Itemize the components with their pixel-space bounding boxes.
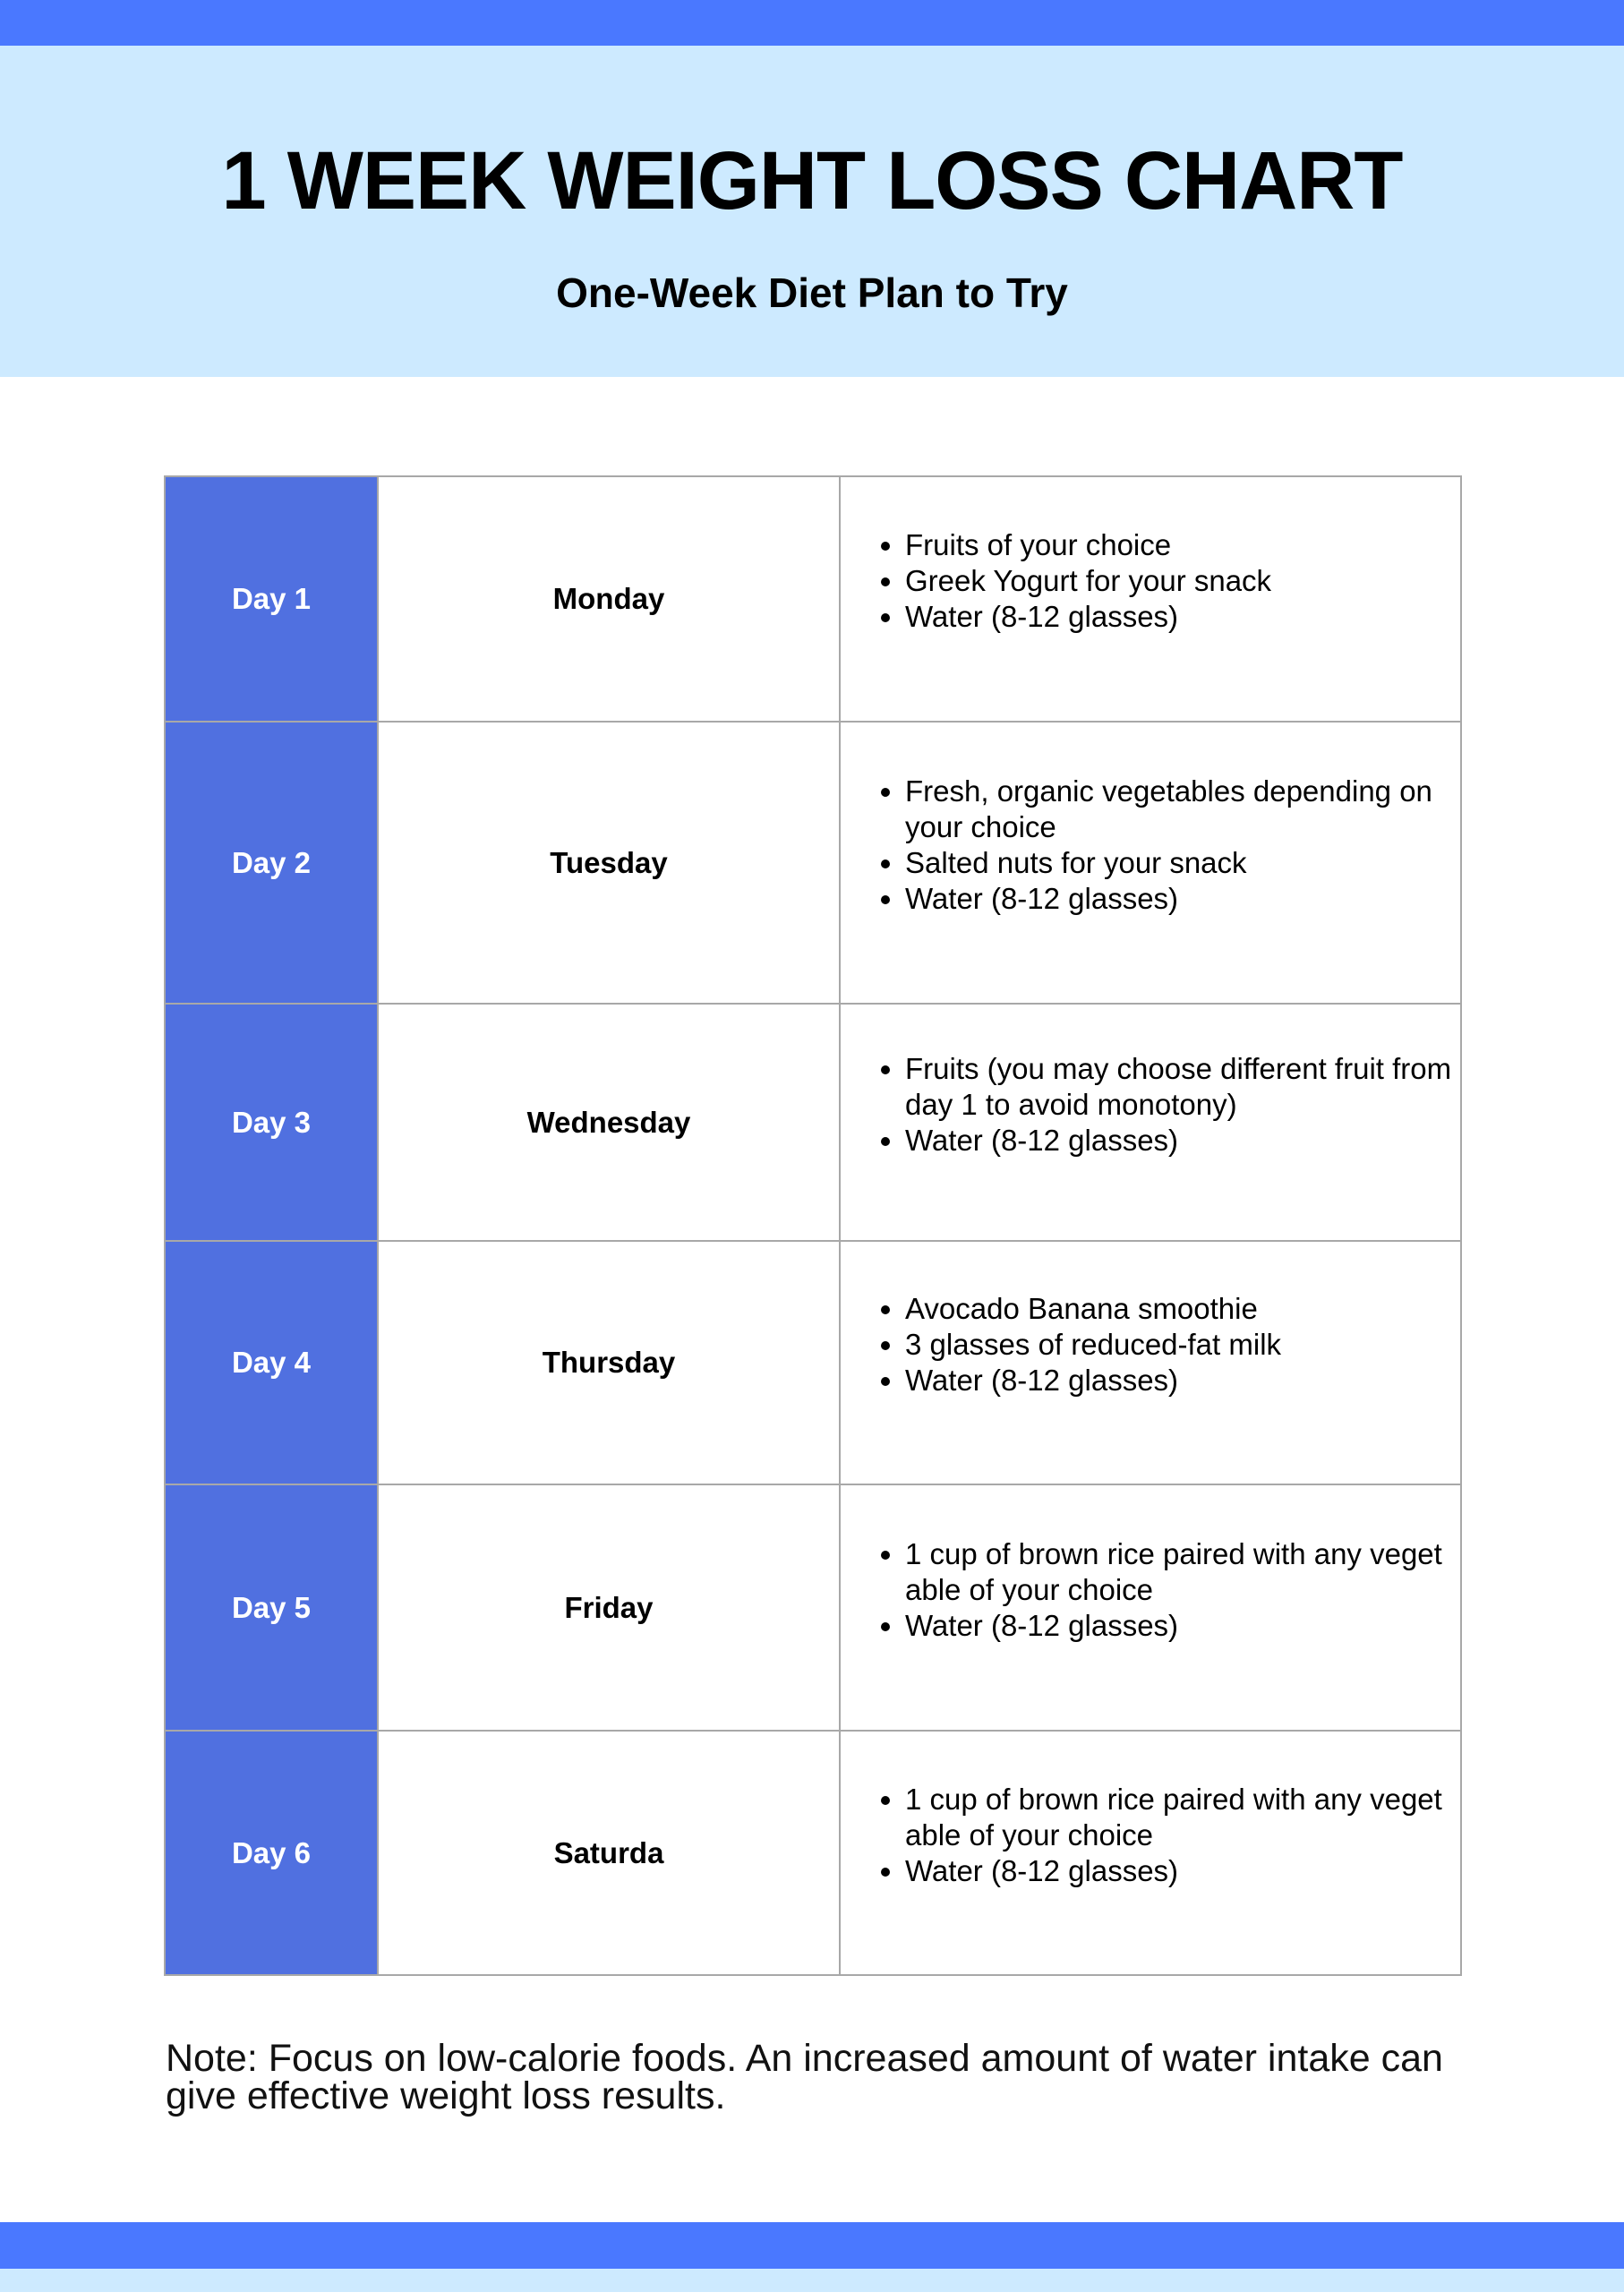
page-title: 1 WEEK WEIGHT LOSS CHART	[221, 135, 1404, 227]
list-item: 3 glasses of reduced-fat milk	[905, 1327, 1460, 1363]
day-number-cell: Day 2	[164, 721, 379, 1005]
top-accent-bar	[0, 0, 1624, 46]
list-item: Water (8-12 glasses)	[905, 599, 1460, 635]
note-text: Note: Focus on low-calorie foods. An inc…	[166, 2037, 1443, 2117]
weekday-cell: Wednesday	[377, 1003, 841, 1242]
meal-list: 1 cup of brown rice paired with any vege…	[841, 1536, 1460, 1644]
meal-list: 1 cup of brown rice paired with any vege…	[841, 1782, 1460, 1889]
table-row: Day 5 Friday 1 cup of brown rice paired …	[164, 1484, 1462, 1732]
list-item: Fruits (you may choose different fruit f…	[905, 1051, 1460, 1123]
weekday-cell: Saturda	[377, 1730, 841, 1976]
meal-list: Avocado Banana smoothie3 glasses of redu…	[841, 1291, 1460, 1398]
list-item: Water (8-12 glasses)	[905, 1123, 1460, 1159]
day-number-cell: Day 5	[164, 1484, 379, 1732]
table-row: Day 6 Saturda 1 cup of brown rice paired…	[164, 1730, 1462, 1976]
list-item: Fruits of your choice	[905, 527, 1460, 563]
list-item: Water (8-12 glasses)	[905, 1608, 1460, 1644]
diet-plan-table: Day 1 Monday Fruits of your choiceGreek …	[164, 475, 1462, 1976]
weekday-cell: Monday	[377, 475, 841, 723]
meal-items-cell: Fruits of your choiceGreek Yogurt for yo…	[839, 475, 1462, 723]
weekday-cell: Thursday	[377, 1240, 841, 1485]
table-row: Day 4 Thursday Avocado Banana smoothie3 …	[164, 1240, 1462, 1485]
meal-list: Fresh, organic vegetables depending on y…	[841, 774, 1460, 917]
list-item: Water (8-12 glasses)	[905, 1363, 1460, 1398]
weekday-cell: Tuesday	[377, 721, 841, 1005]
bottom-accent-bar	[0, 2222, 1624, 2269]
list-item: Fresh, organic vegetables depending on y…	[905, 774, 1460, 845]
meal-items-cell: Avocado Banana smoothie3 glasses of redu…	[839, 1240, 1462, 1485]
table-row: Day 3 Wednesday Fruits (you may choose d…	[164, 1003, 1462, 1242]
list-item: 1 cup of brown rice paired with any vege…	[905, 1536, 1460, 1608]
day-number-cell: Day 4	[164, 1240, 379, 1485]
day-number-cell: Day 6	[164, 1730, 379, 1976]
list-item: Salted nuts for your snack	[905, 845, 1460, 881]
header-banner	[0, 46, 1624, 377]
day-number-cell: Day 1	[164, 475, 379, 723]
list-item: Water (8-12 glasses)	[905, 881, 1460, 917]
meal-list: Fruits of your choiceGreek Yogurt for yo…	[841, 527, 1460, 635]
list-item: Greek Yogurt for your snack	[905, 563, 1460, 599]
page-subtitle: One-Week Diet Plan to Try	[556, 269, 1068, 316]
meal-items-cell: Fresh, organic vegetables depending on y…	[839, 721, 1462, 1005]
list-item: 1 cup of brown rice paired with any vege…	[905, 1782, 1460, 1853]
meal-items-cell: 1 cup of brown rice paired with any vege…	[839, 1730, 1462, 1976]
meal-items-cell: Fruits (you may choose different fruit f…	[839, 1003, 1462, 1242]
list-item: Avocado Banana smoothie	[905, 1291, 1460, 1327]
weekday-cell: Friday	[377, 1484, 841, 1732]
day-number-cell: Day 3	[164, 1003, 379, 1242]
table-row: Day 1 Monday Fruits of your choiceGreek …	[164, 475, 1462, 723]
bottom-light-band	[0, 2269, 1624, 2292]
list-item: Water (8-12 glasses)	[905, 1853, 1460, 1889]
meal-items-cell: 1 cup of brown rice paired with any vege…	[839, 1484, 1462, 1732]
table-row: Day 2 Tuesday Fresh, organic vegetables …	[164, 721, 1462, 1005]
meal-list: Fruits (you may choose different fruit f…	[841, 1051, 1460, 1159]
